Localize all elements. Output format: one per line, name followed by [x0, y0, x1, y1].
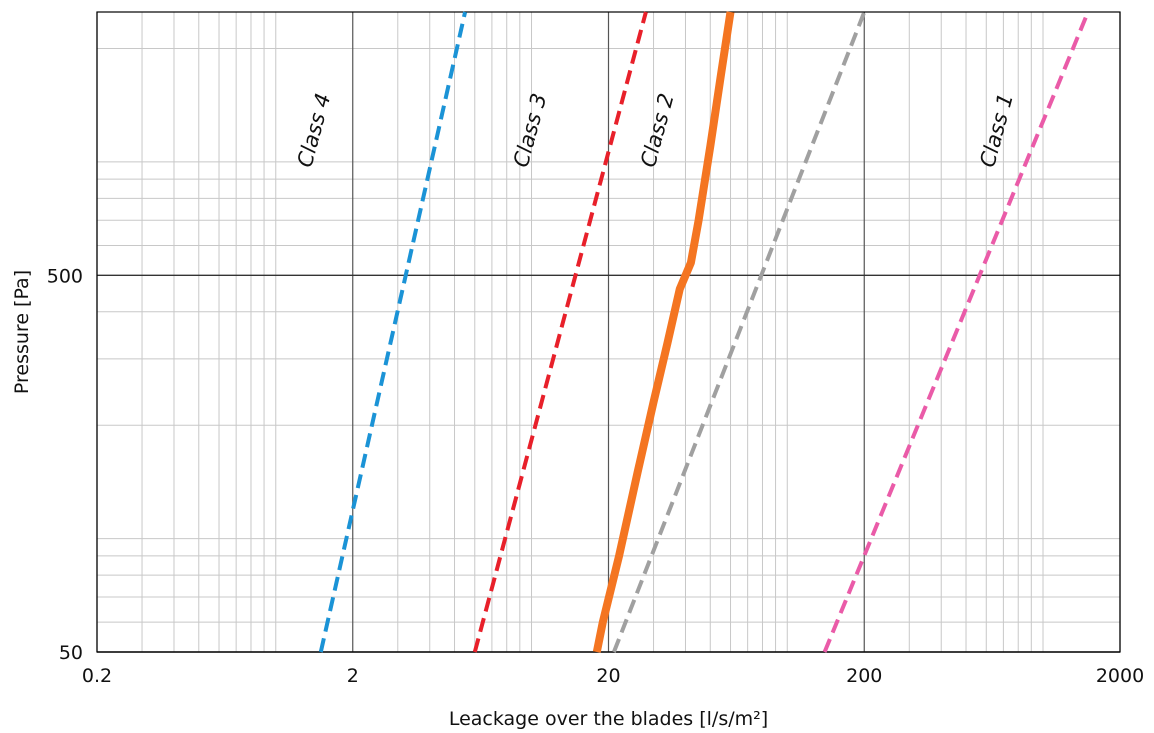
x-tick-label: 2000 [1096, 665, 1144, 687]
y-tick-labels: 50 500 [47, 265, 83, 664]
series-label: Class 1 [975, 91, 1018, 170]
x-tick-label: 200 [846, 665, 882, 687]
x-tick-label: 20 [596, 665, 620, 687]
y-tick-label: 50 [59, 642, 83, 664]
x-tick-labels: 0.2 2 20 200 2000 [82, 665, 1144, 687]
y-tick-label: 500 [47, 265, 83, 287]
series-label: Class 2 [636, 91, 679, 170]
x-axis-title: Leackage over the blades [l/s/m²] [449, 708, 768, 730]
y-axis-title: Pressure [Pa] [11, 270, 33, 394]
x-tick-label: 2 [347, 665, 359, 687]
series-label: Class 4 [293, 91, 336, 170]
series-label: Class 3 [509, 91, 552, 170]
x-tick-label: 0.2 [82, 665, 112, 687]
